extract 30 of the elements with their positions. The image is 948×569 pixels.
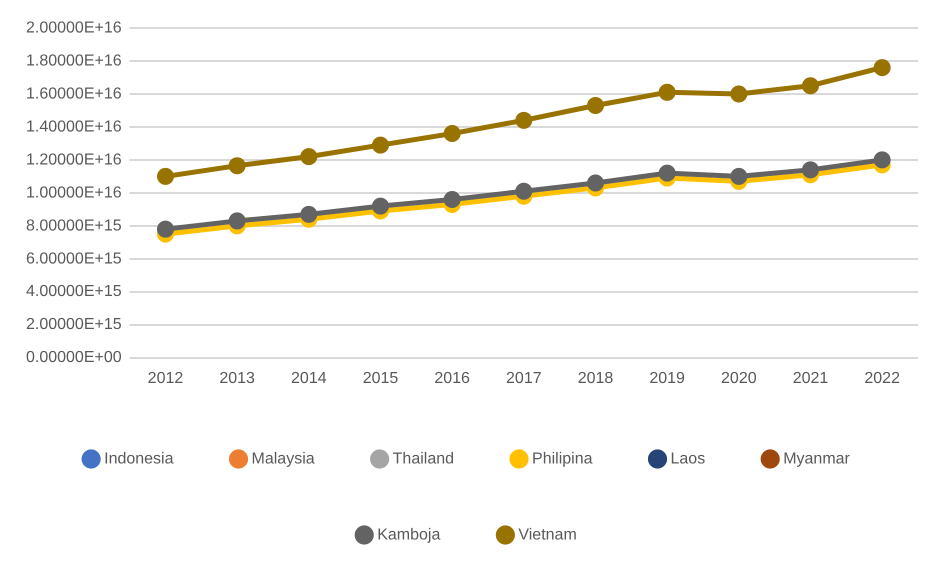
x-tick-label: 2017 <box>506 370 542 387</box>
legend-label: Indonesia <box>104 450 174 468</box>
y-tick-label: 1.40000E+16 <box>26 118 122 136</box>
legend-label: Laos <box>670 450 706 468</box>
x-tick-label: 2021 <box>792 370 828 387</box>
legend-label: Myanmar <box>783 450 851 468</box>
y-tick-label: 1.00000E+16 <box>26 184 122 202</box>
y-tick-label: 2.00000E+16 <box>26 19 122 36</box>
x-tick-label: 2015 <box>362 370 398 387</box>
legend-label: Vietnam <box>518 526 577 544</box>
y-tick-label: 8.00000E+15 <box>26 217 122 234</box>
x-tick-label: 2012 <box>148 370 184 387</box>
y-tick-label: 2.00000E+15 <box>26 316 122 334</box>
y-tick-label: 1.80000E+16 <box>26 52 122 70</box>
y-tick-label: 0.00000E+00 <box>26 349 122 366</box>
y-tick-label: 4.00000E+15 <box>26 283 122 300</box>
x-tick-label: 2014 <box>291 370 327 387</box>
x-tick-label: 2018 <box>578 370 614 387</box>
y-tick-label: 1.20000E+16 <box>26 151 122 168</box>
y-tick-label: 1.60000E+16 <box>26 85 122 102</box>
legend-label: Malaysia <box>252 450 315 468</box>
x-tick-label: 2022 <box>864 370 900 387</box>
legend-label: Kamboja <box>377 526 440 544</box>
x-tick-label: 2019 <box>649 370 686 387</box>
y-tick-label: 6.00000E+15 <box>26 250 122 268</box>
legend-label: Thailand <box>392 450 454 468</box>
x-tick-label: 2020 <box>721 370 757 387</box>
legend-label: Philipina <box>532 450 593 468</box>
x-tick-label: 2016 <box>434 370 470 387</box>
x-tick-label: 2013 <box>219 370 256 387</box>
